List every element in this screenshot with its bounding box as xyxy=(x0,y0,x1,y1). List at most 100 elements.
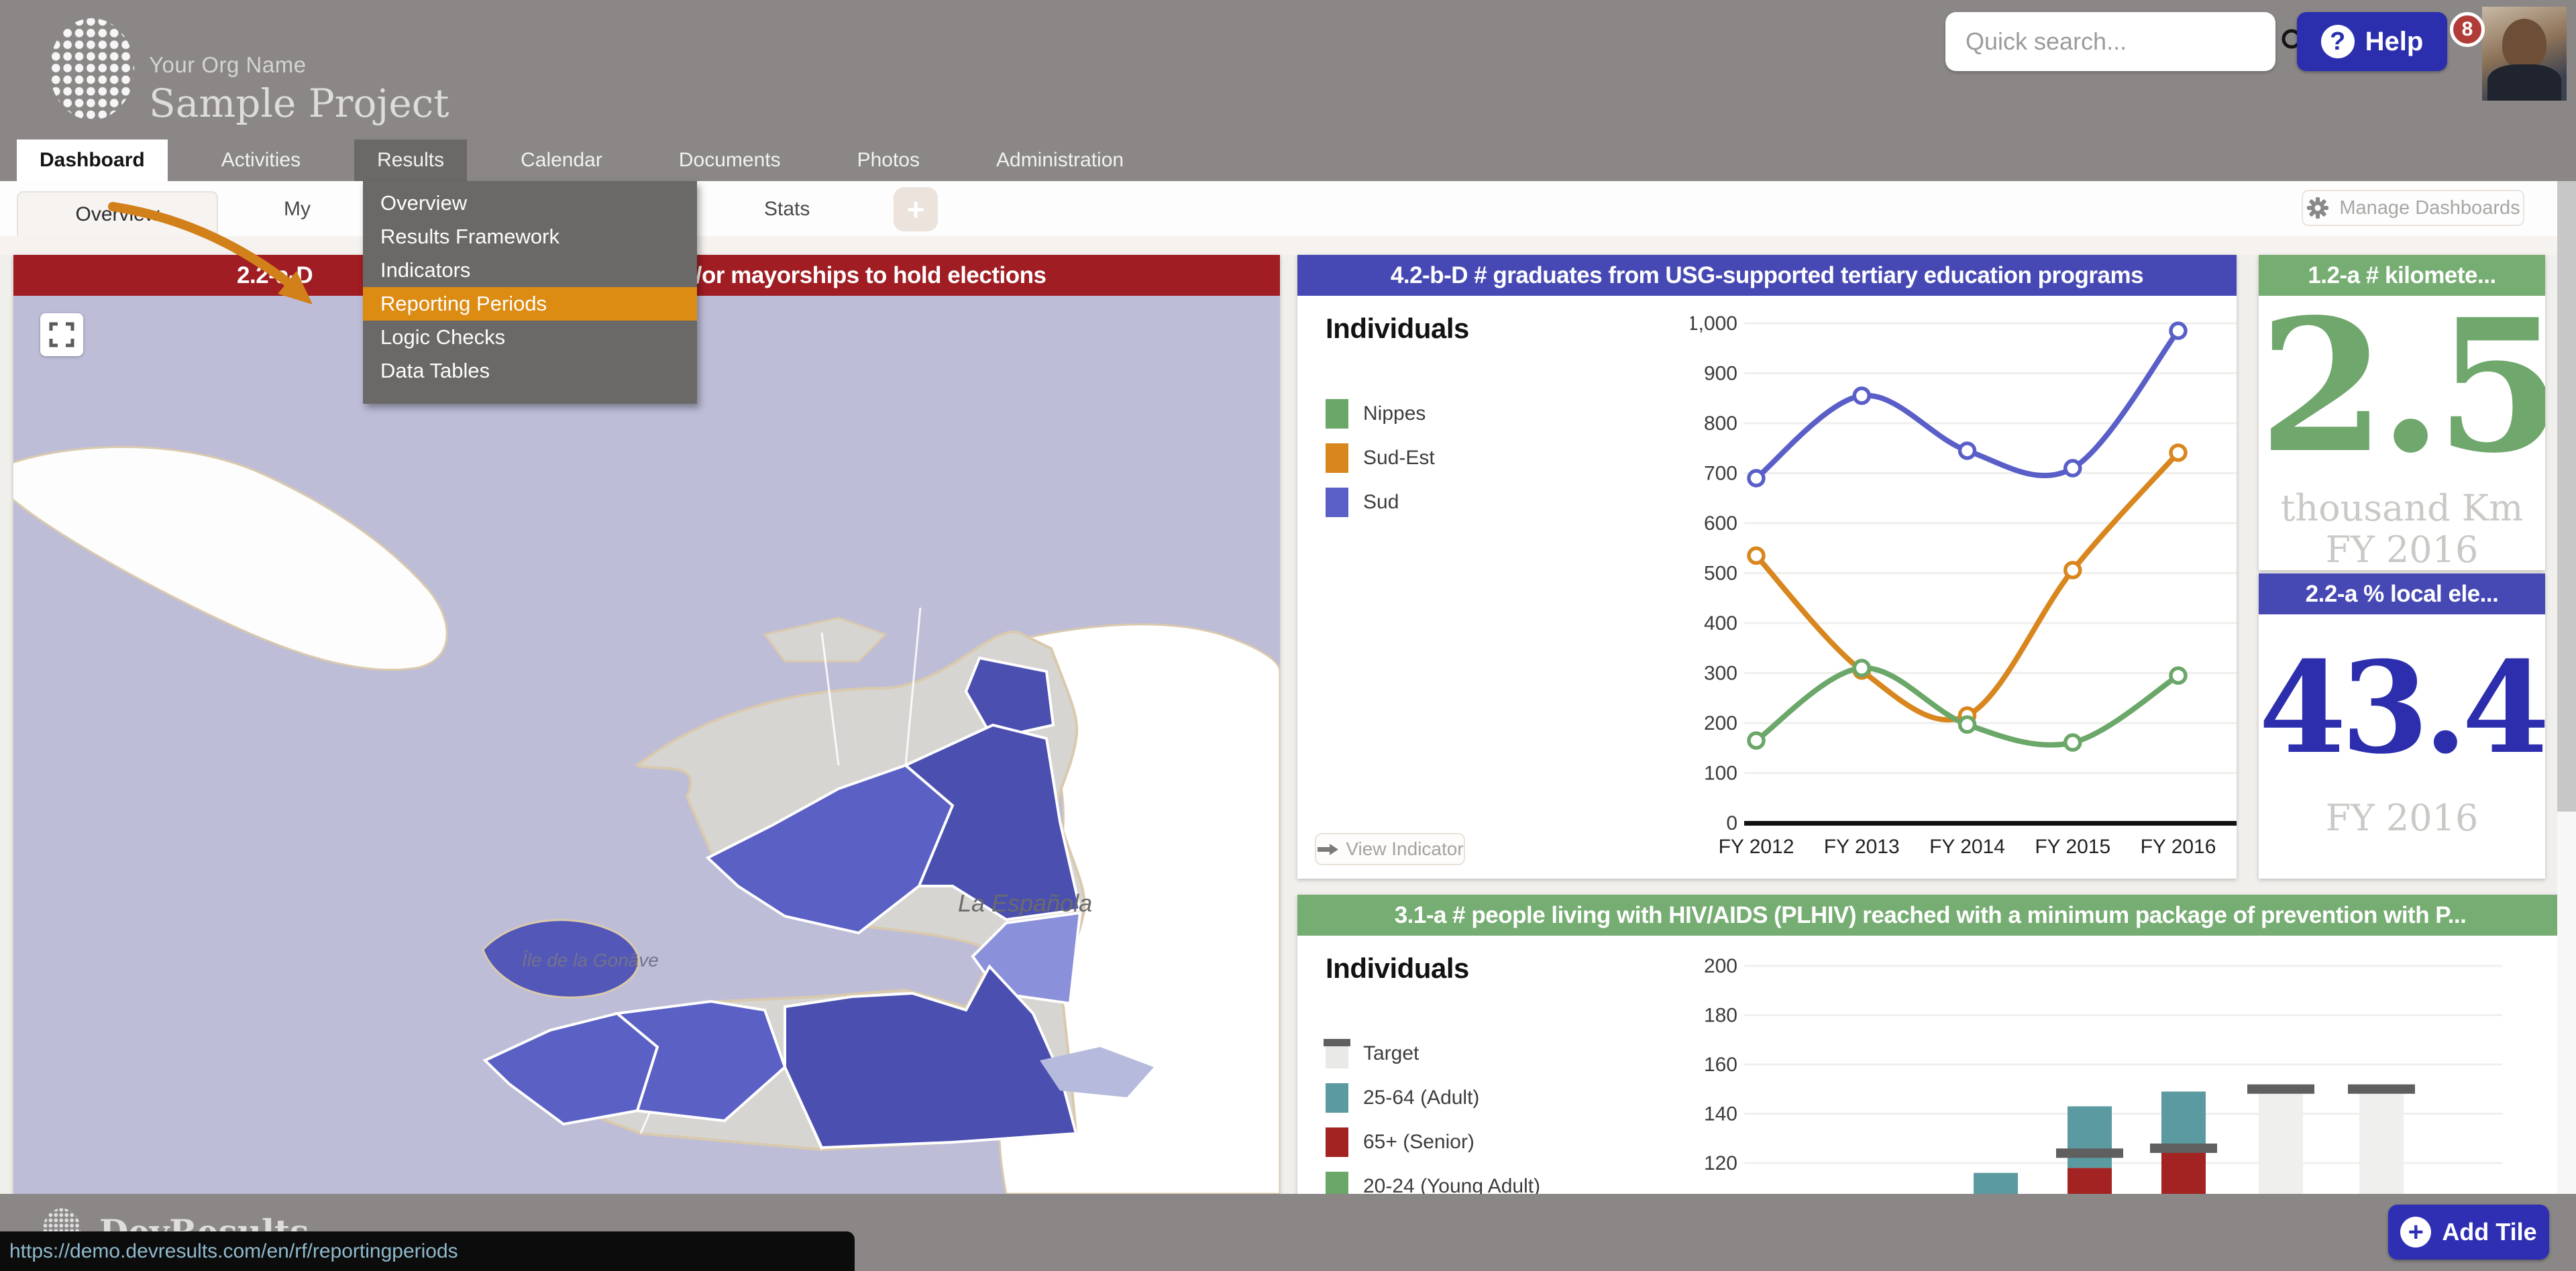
svg-text:800: 800 xyxy=(1704,412,1737,435)
map-fullscreen-button[interactable] xyxy=(40,313,83,356)
map-label-gonave: Île de la Gonâve xyxy=(522,950,659,971)
percent-sign: % xyxy=(2544,693,2545,767)
search-input[interactable] xyxy=(1964,27,2279,56)
legend-label: 25-64 (Adult) xyxy=(1363,1087,1480,1109)
tile-percent: 2.2-a % local ele... 43.4% FY 2016 xyxy=(2259,573,2545,879)
km-unit: thousand Km xyxy=(2280,487,2524,529)
quick-search-box[interactable] xyxy=(1945,12,2308,71)
subtab-my-dashboard[interactable]: My xyxy=(284,198,311,220)
manage-dashboards-label: Manage Dashboards xyxy=(2339,197,2520,219)
bar-chart-unit-label: Individuals xyxy=(1326,952,1469,984)
svg-text:400: 400 xyxy=(1704,612,1737,634)
svg-text:180: 180 xyxy=(1704,1005,1737,1027)
bar-tile-title[interactable]: 3.1-a # people living with HIV/AIDS (PLH… xyxy=(1297,895,2563,936)
legend-label: Sud-Est xyxy=(1363,447,1435,469)
svg-text:FY 2016: FY 2016 xyxy=(2141,836,2216,858)
tile-line-chart: 4.2-b-D # graduates from USG-supported t… xyxy=(1297,255,2237,879)
line-tile-title[interactable]: 4.2-b-D # graduates from USG-supported t… xyxy=(1297,255,2237,296)
org-logo-globe-icon xyxy=(49,18,135,120)
nav-tab-dashboard[interactable]: Dashboard xyxy=(17,140,168,181)
results-dropdown-menu: Overview Results Framework Indicators Repor… xyxy=(363,181,697,404)
help-button[interactable]: ? Help xyxy=(2297,12,2447,71)
line-chart-unit-label: Individuals xyxy=(1326,313,1469,344)
legend-item: 25-64 (Adult) xyxy=(1326,1083,1540,1113)
map-gonave-island[interactable] xyxy=(482,919,640,999)
map-tile-title-left: 2.2-a-D xyxy=(237,262,313,288)
nav-tab-photos[interactable]: Photos xyxy=(857,149,920,171)
svg-text:900: 900 xyxy=(1704,363,1737,385)
nav-tab-calendar[interactable]: Calendar xyxy=(521,149,602,171)
menu-item-logic-checks[interactable]: Logic Checks xyxy=(380,325,506,349)
subtab-stats[interactable]: Stats xyxy=(764,198,810,220)
map-tile-title-right: nd/or mayorships to hold elections xyxy=(667,262,1046,288)
svg-text:200: 200 xyxy=(1704,712,1737,734)
svg-text:140: 140 xyxy=(1704,1103,1737,1125)
legend-swatch xyxy=(1326,1127,1348,1157)
add-dashboard-button[interactable]: + xyxy=(894,187,938,231)
page-scrollbar[interactable] xyxy=(2557,181,2576,1194)
legend-swatch-target xyxy=(1324,1039,1350,1068)
help-button-label: Help xyxy=(2365,26,2424,56)
map-label-espanola: La Española xyxy=(958,889,1092,917)
question-mark-icon: ? xyxy=(2320,25,2355,58)
menu-item-overview[interactable]: Overview xyxy=(380,191,468,215)
legend-swatch xyxy=(1326,488,1348,517)
svg-text:160: 160 xyxy=(1704,1054,1737,1076)
scrollbar-thumb[interactable] xyxy=(2557,181,2576,812)
pct-period: FY 2016 xyxy=(2325,797,2479,839)
svg-text:FY 2013: FY 2013 xyxy=(1824,836,1900,858)
notification-badge[interactable]: 8 xyxy=(2450,12,2485,47)
svg-text:0: 0 xyxy=(1726,812,1737,834)
main-nav: Dashboard Activities Results Calendar Docume… xyxy=(0,140,2576,181)
line-chart-plot: 0 100 200 300 400 500 600 700 800 900 1,000 FY 2012… xyxy=(1690,313,2237,858)
svg-text:120: 120 xyxy=(1704,1152,1737,1174)
line-chart-legend: Nippes Sud-Est Sud xyxy=(1326,399,1435,517)
menu-item-reporting-periods[interactable]: Reporting Periods xyxy=(363,287,697,321)
svg-text:100: 100 xyxy=(1704,763,1737,785)
tile-kilometers: 1.2-a # kilomete... 2.5 thousand Km FY 2… xyxy=(2259,255,2545,570)
fullscreen-icon xyxy=(49,322,74,347)
km-tile-title[interactable]: 1.2-a # kilomete... xyxy=(2259,255,2545,296)
pct-tile-title[interactable]: 2.2-a % local ele... xyxy=(2259,573,2545,614)
bar-chart-legend: Target 25-64 (Adult) 65+ (Senior) 20-24 (Yo… xyxy=(1324,1039,1541,1201)
svg-text:FY 2012: FY 2012 xyxy=(1719,836,1794,858)
km-value: 2.5 xyxy=(2259,280,2545,494)
nav-tab-activities[interactable]: Activities xyxy=(221,149,301,171)
legend-swatch xyxy=(1326,399,1348,429)
svg-text:300: 300 xyxy=(1704,663,1737,685)
nav-tab-documents[interactable]: Documents xyxy=(678,149,781,171)
svg-text:200: 200 xyxy=(1704,955,1737,977)
menu-item-data-tables[interactable]: Data Tables xyxy=(380,359,490,382)
pct-value-row: 43.4% xyxy=(2259,641,2545,797)
km-period: FY 2016 xyxy=(2325,529,2479,571)
legend-label: Nippes xyxy=(1363,402,1426,425)
user-avatar[interactable] xyxy=(2482,7,2567,101)
svg-text:700: 700 xyxy=(1704,463,1737,485)
nav-tab-administration[interactable]: Administration xyxy=(996,149,1124,171)
project-title: Sample Project xyxy=(149,80,449,126)
map-highlighted-departments[interactable] xyxy=(482,656,1082,1150)
legend-item: Target xyxy=(1324,1039,1540,1068)
status-url: https://demo.devresults.com/en/rf/report… xyxy=(9,1239,458,1262)
browser-status-tooltip: https://demo.devresults.com/en/rf/report… xyxy=(0,1231,855,1271)
nav-tab-results[interactable]: Results xyxy=(354,140,468,181)
menu-item-results-framework[interactable]: Results Framework xyxy=(380,225,559,248)
menu-item-indicators[interactable]: Indicators xyxy=(380,258,471,282)
legend-item: Sud xyxy=(1326,488,1435,517)
legend-item: 65+ (Senior) xyxy=(1326,1127,1540,1157)
plus-icon: + xyxy=(2400,1217,2432,1248)
map-cuba-landmass xyxy=(13,445,448,671)
subtab-overview-label: Overview xyxy=(75,203,160,225)
svg-text:FY 2014: FY 2014 xyxy=(1929,836,2005,858)
gear-icon xyxy=(2307,197,2329,219)
subtab-overview[interactable]: Overview xyxy=(17,191,218,236)
legend-label: 20-24 (Young Adult) xyxy=(1363,1175,1541,1197)
manage-dashboards-button[interactable]: Manage Dashboards xyxy=(2302,190,2524,226)
haiti-choropleth-map[interactable]: Île de la Gonâve La Española xyxy=(13,296,1280,1194)
legend-label: Target xyxy=(1363,1042,1419,1064)
add-tile-label: Add Tile xyxy=(2442,1218,2537,1246)
view-indicator-button[interactable]: View Indicator xyxy=(1315,833,1465,865)
legend-label: 65+ (Senior) xyxy=(1363,1131,1474,1153)
add-tile-button[interactable]: + Add Tile xyxy=(2388,1205,2549,1260)
